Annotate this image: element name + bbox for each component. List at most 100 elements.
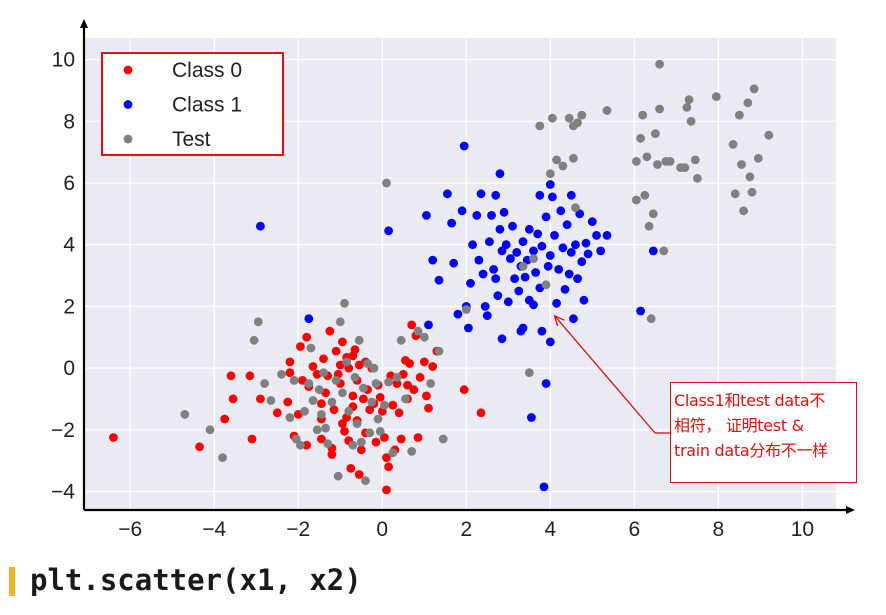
point-test [319, 368, 328, 378]
point-test [739, 206, 748, 216]
point-class-1 [548, 192, 557, 202]
point-test [548, 113, 557, 123]
point-class-0 [327, 450, 337, 459]
point-test [434, 346, 444, 356]
legend-label: Class 1 [172, 94, 242, 117]
point-class-0 [285, 357, 295, 367]
point-class-1 [560, 285, 570, 294]
point-class-1 [508, 221, 517, 231]
point-test [638, 110, 648, 120]
point-class-1 [529, 246, 538, 256]
point-class-1 [566, 190, 576, 200]
point-class-0 [384, 462, 393, 472]
point-test [545, 169, 555, 179]
point-class-1 [543, 261, 553, 271]
point-test [636, 133, 645, 143]
point-class-1 [443, 189, 452, 199]
point-class-1 [581, 238, 591, 248]
point-class-1 [573, 274, 582, 283]
point-class-0 [419, 357, 429, 367]
point-class-1 [562, 220, 572, 230]
point-class-1 [499, 207, 509, 217]
point-test [419, 332, 429, 342]
annotation-arrowhead [553, 314, 565, 327]
legend-label: Test [172, 128, 211, 151]
point-test [602, 106, 612, 115]
point-class-1 [510, 274, 519, 283]
point-test [728, 140, 738, 149]
point-class-1 [596, 246, 606, 256]
point-class-1 [506, 254, 515, 263]
y-tick-label: 0 [63, 357, 75, 380]
point-test [205, 425, 215, 435]
point-test [651, 129, 660, 139]
point-class-0 [338, 337, 347, 347]
point-class-0 [317, 434, 326, 444]
code-snippet: plt.scatter(x1, x2) [30, 563, 362, 597]
point-test [361, 476, 370, 486]
x-tick-label: −4 [202, 518, 226, 541]
point-test [665, 157, 675, 166]
point-test [552, 155, 561, 165]
point-test [426, 379, 435, 388]
point-test [382, 178, 391, 188]
point-class-1 [474, 255, 484, 265]
x-tick-label: 4 [544, 518, 556, 541]
point-class-0 [382, 485, 391, 495]
axes [80, 19, 855, 514]
x-tick-label: 6 [629, 518, 641, 541]
point-test [753, 153, 763, 163]
point-class-0 [409, 385, 419, 395]
point-test [312, 425, 322, 435]
point-test [745, 172, 755, 182]
point-class-0 [403, 380, 412, 390]
point-test [371, 379, 381, 388]
point-class-1 [541, 212, 551, 222]
y-tick-label: 8 [63, 110, 75, 133]
point-test [306, 343, 316, 353]
point-test [747, 187, 757, 197]
point-class-1 [537, 241, 547, 251]
point-test [461, 305, 471, 314]
point-class-0 [302, 332, 312, 342]
point-class-1 [516, 326, 526, 336]
x-tick-label: 2 [460, 518, 472, 541]
point-test [401, 394, 410, 404]
point-class-1 [550, 231, 559, 240]
point-class-0 [195, 442, 204, 452]
point-test [396, 335, 406, 345]
point-class-0 [392, 379, 402, 388]
point-class-1 [520, 272, 530, 282]
point-class-0 [422, 391, 431, 401]
point-test [369, 363, 379, 373]
point-class-1 [533, 229, 543, 239]
y-tick-label: 4 [63, 234, 75, 257]
point-test [438, 434, 448, 444]
point-test [253, 317, 263, 327]
point-class-1 [566, 248, 576, 257]
point-class-1 [449, 258, 459, 268]
point-class-1 [556, 206, 566, 216]
point-class-0 [354, 470, 364, 479]
point-class-1 [602, 231, 612, 240]
point-test [407, 447, 417, 456]
point-test [535, 121, 545, 131]
point-class-1 [497, 246, 507, 256]
legend-marker [123, 100, 133, 109]
point-class-1 [545, 180, 555, 189]
point-test [541, 280, 551, 290]
point-test [321, 423, 330, 433]
point-class-0 [325, 326, 335, 336]
point-test [518, 261, 528, 271]
point-test [289, 376, 299, 385]
point-test [743, 98, 753, 108]
point-test [249, 335, 259, 345]
point-class-1 [489, 265, 498, 274]
point-test [333, 471, 343, 481]
point-class-1 [480, 302, 490, 311]
point-test [373, 414, 383, 424]
point-class-1 [648, 246, 658, 256]
point-test [304, 379, 314, 388]
point-test [730, 189, 740, 199]
point-class-1 [495, 224, 505, 234]
